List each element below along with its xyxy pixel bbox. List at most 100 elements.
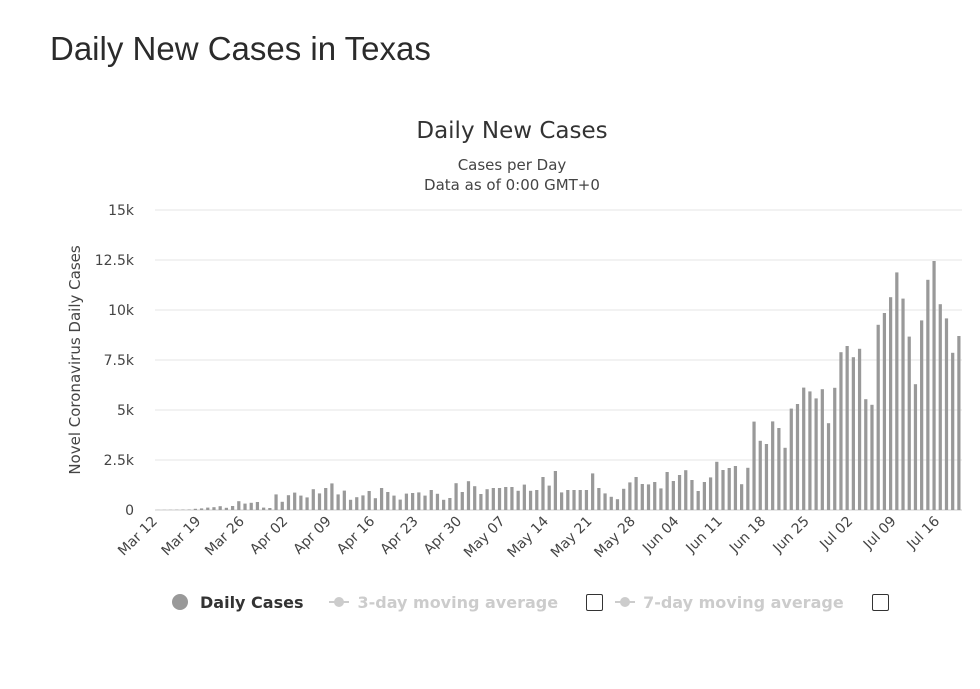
bar-daily-cases[interactable] bbox=[206, 507, 210, 510]
bar-daily-cases[interactable] bbox=[957, 336, 961, 510]
toggle-7-day-average-checkbox[interactable] bbox=[871, 593, 889, 611]
bar-daily-cases[interactable] bbox=[224, 507, 228, 510]
bar-daily-cases[interactable] bbox=[727, 468, 731, 510]
bar-daily-cases[interactable] bbox=[218, 506, 222, 510]
bar-daily-cases[interactable] bbox=[193, 508, 197, 510]
bar-daily-cases[interactable] bbox=[547, 485, 551, 510]
bar-daily-cases[interactable] bbox=[286, 495, 291, 510]
bar-daily-cases[interactable] bbox=[373, 498, 377, 510]
bar-daily-cases[interactable] bbox=[504, 487, 508, 510]
bar-daily-cases[interactable] bbox=[274, 494, 278, 510]
legend-item-7-day-average[interactable]: 7-day moving average bbox=[615, 593, 844, 612]
bar-daily-cases[interactable] bbox=[777, 428, 781, 510]
bar-daily-cases[interactable] bbox=[889, 297, 893, 510]
bar-daily-cases[interactable] bbox=[411, 493, 415, 510]
bar-daily-cases[interactable] bbox=[348, 499, 353, 510]
bar-daily-cases[interactable] bbox=[541, 477, 545, 510]
bar-daily-cases[interactable] bbox=[708, 477, 713, 510]
bar-daily-cases[interactable] bbox=[361, 495, 365, 510]
bar-daily-cases[interactable] bbox=[926, 279, 930, 510]
bar-daily-cases[interactable] bbox=[814, 398, 818, 510]
bar-daily-cases[interactable] bbox=[938, 304, 942, 510]
bar-daily-cases[interactable] bbox=[516, 490, 520, 510]
bar-daily-cases[interactable] bbox=[230, 506, 235, 510]
bar-daily-cases[interactable] bbox=[597, 488, 601, 510]
bar-daily-cases[interactable] bbox=[808, 391, 812, 510]
bar-daily-cases[interactable] bbox=[423, 495, 427, 510]
bar-daily-cases[interactable] bbox=[857, 348, 862, 510]
bar-daily-cases[interactable] bbox=[404, 493, 409, 510]
bar-daily-cases[interactable] bbox=[702, 482, 706, 510]
bar-daily-cases[interactable] bbox=[932, 261, 936, 510]
bar-daily-cases[interactable] bbox=[826, 423, 831, 510]
bar-daily-cases[interactable] bbox=[199, 508, 204, 510]
bar-daily-cases[interactable] bbox=[212, 507, 216, 510]
bar-daily-cases[interactable] bbox=[609, 496, 613, 510]
legend-item-daily-cases[interactable]: Daily Cases bbox=[172, 593, 303, 612]
bar-daily-cases[interactable] bbox=[901, 298, 905, 510]
bar-daily-cases[interactable] bbox=[802, 387, 806, 510]
bar-daily-cases[interactable] bbox=[535, 490, 539, 510]
bar-daily-cases[interactable] bbox=[715, 461, 719, 510]
bar-daily-cases[interactable] bbox=[864, 399, 868, 510]
bar-daily-cases[interactable] bbox=[696, 491, 700, 510]
bar-daily-cases[interactable] bbox=[435, 493, 440, 510]
bar-daily-cases[interactable] bbox=[311, 489, 315, 510]
bar-daily-cases[interactable] bbox=[653, 482, 657, 510]
bar-daily-cases[interactable] bbox=[355, 497, 359, 510]
bar-daily-cases[interactable] bbox=[913, 384, 918, 510]
bar-daily-cases[interactable] bbox=[951, 352, 955, 510]
bar-daily-cases[interactable] bbox=[733, 466, 738, 510]
bar-daily-cases[interactable] bbox=[671, 481, 675, 510]
bar-daily-cases[interactable] bbox=[895, 272, 899, 510]
bar-daily-cases[interactable] bbox=[342, 490, 346, 510]
bar-daily-cases[interactable] bbox=[293, 492, 297, 510]
bar-daily-cases[interactable] bbox=[299, 495, 303, 510]
bar-daily-cases[interactable] bbox=[268, 508, 272, 510]
bar-daily-cases[interactable] bbox=[466, 481, 471, 510]
bar-daily-cases[interactable] bbox=[851, 357, 855, 510]
bar-daily-cases[interactable] bbox=[528, 490, 533, 510]
bar-daily-cases[interactable] bbox=[640, 484, 644, 510]
bar-daily-cases[interactable] bbox=[479, 494, 483, 510]
legend-item-3-day-average[interactable]: 3-day moving average bbox=[329, 593, 558, 612]
bar-daily-cases[interactable] bbox=[448, 498, 452, 510]
bar-daily-cases[interactable] bbox=[417, 492, 421, 510]
bar-daily-cases[interactable] bbox=[566, 490, 570, 510]
bar-daily-cases[interactable] bbox=[944, 318, 949, 510]
bar-daily-cases[interactable] bbox=[659, 488, 663, 510]
bar-daily-cases[interactable] bbox=[795, 404, 800, 510]
bar-daily-cases[interactable] bbox=[820, 389, 824, 510]
bar-daily-cases[interactable] bbox=[429, 490, 433, 510]
bar-daily-cases[interactable] bbox=[442, 499, 446, 510]
bar-daily-cases[interactable] bbox=[497, 488, 502, 510]
bar-daily-cases[interactable] bbox=[920, 320, 924, 510]
bar-daily-cases[interactable] bbox=[740, 484, 744, 510]
bar-daily-cases[interactable] bbox=[615, 499, 620, 510]
bar-daily-cases[interactable] bbox=[330, 483, 334, 510]
bar-daily-cases[interactable] bbox=[882, 313, 887, 510]
bar-daily-cases[interactable] bbox=[262, 507, 266, 510]
bar-daily-cases[interactable] bbox=[237, 501, 241, 510]
bar-daily-cases[interactable] bbox=[721, 470, 725, 510]
bar-daily-cases[interactable] bbox=[677, 475, 682, 510]
bar-daily-cases[interactable] bbox=[665, 472, 669, 510]
bar-daily-cases[interactable] bbox=[758, 440, 762, 510]
bar-daily-cases[interactable] bbox=[876, 324, 880, 510]
bar-daily-cases[interactable] bbox=[622, 488, 626, 510]
bar-daily-cases[interactable] bbox=[255, 502, 260, 510]
bar-daily-cases[interactable] bbox=[845, 346, 849, 510]
bar-daily-cases[interactable] bbox=[454, 483, 458, 510]
bar-daily-cases[interactable] bbox=[684, 470, 688, 510]
bar-daily-cases[interactable] bbox=[324, 488, 328, 510]
bar-daily-cases[interactable] bbox=[746, 467, 750, 510]
bar-daily-cases[interactable] bbox=[690, 480, 694, 510]
bar-daily-cases[interactable] bbox=[634, 477, 638, 510]
bar-daily-cases[interactable] bbox=[392, 495, 396, 510]
bar-daily-cases[interactable] bbox=[510, 487, 514, 510]
bar-daily-cases[interactable] bbox=[764, 444, 769, 510]
bar-daily-cases[interactable] bbox=[578, 490, 582, 510]
bar-daily-cases[interactable] bbox=[522, 484, 526, 510]
bar-daily-cases[interactable] bbox=[379, 488, 384, 510]
bar-daily-cases[interactable] bbox=[907, 336, 911, 510]
